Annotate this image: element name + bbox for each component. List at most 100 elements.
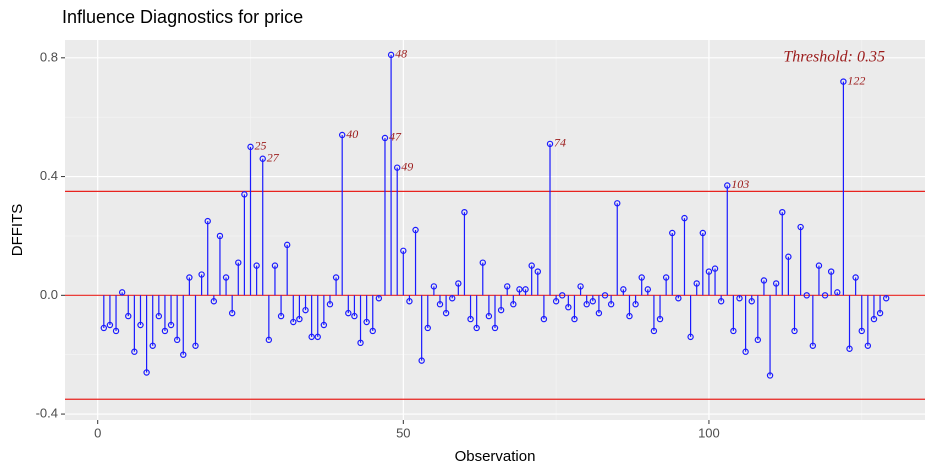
point [809,342,817,349]
point [180,351,187,358]
point [369,327,376,335]
point [265,336,273,344]
x-tick-label: 100 [698,425,720,440]
point-label: 122 [847,73,865,87]
point [785,253,792,260]
point [858,327,865,335]
point [699,229,707,237]
point-label: 48 [395,47,407,61]
point [137,321,144,329]
point [571,315,578,323]
point [852,274,859,281]
point [222,274,230,281]
point [442,309,450,317]
point [528,262,535,269]
point-label: 40 [346,127,358,141]
point [626,312,633,320]
point [314,333,321,341]
point [876,309,884,317]
point [705,268,713,275]
point [552,298,560,305]
point [338,131,346,139]
point [760,277,768,284]
point [662,274,670,281]
point [149,342,156,349]
point [302,306,309,314]
point-label: 103 [731,177,749,191]
point [577,283,584,290]
point [559,292,566,299]
point [375,295,383,302]
point [387,51,395,59]
point [400,247,407,254]
point [504,283,511,290]
point [412,226,419,234]
point [766,372,774,379]
point [522,286,529,293]
y-tick-label: 0.8 [40,49,58,64]
point [455,280,462,287]
point [173,336,181,344]
point [730,327,737,335]
point-label: 74 [554,136,566,150]
point [424,324,431,332]
x-axis-label: Observation [455,448,536,465]
point [155,312,163,320]
point [583,301,590,308]
x-tick-label: 50 [396,425,410,440]
point [449,295,456,302]
point [332,274,340,281]
point [125,312,132,320]
point [516,286,523,293]
y-tick-label: 0.0 [40,287,58,302]
point [650,327,658,335]
point [192,342,199,349]
point [607,301,615,308]
point [100,324,108,332]
point [724,182,731,189]
point [296,315,303,323]
point [589,298,596,305]
point [345,309,352,317]
point [308,333,315,341]
point [479,259,486,266]
point [687,333,694,341]
point [565,303,572,311]
point [461,208,468,216]
point [491,324,499,332]
point [131,348,138,355]
point [167,321,175,329]
point [644,286,652,293]
point [693,280,700,287]
point [259,155,266,162]
point [204,217,211,225]
y-tick-label: 0.4 [40,168,58,183]
point [235,259,242,266]
threshold-label: Threshold: 0.35 [783,49,885,66]
point [253,262,260,269]
point [283,241,291,249]
point [864,342,872,349]
point [546,140,554,148]
point [834,289,841,296]
point [418,357,425,364]
point [106,321,114,329]
point [803,292,810,299]
point [681,214,688,222]
point [497,306,505,314]
point [669,229,676,237]
point [791,327,798,335]
point [620,286,627,293]
point [143,369,150,376]
point [467,315,474,323]
point [228,309,236,317]
point [754,336,762,344]
point [675,295,682,302]
point [534,268,541,275]
point [198,271,205,278]
point [711,265,719,272]
point [326,301,334,308]
point-label: 25 [255,139,267,153]
point [882,295,890,302]
point [870,315,878,323]
